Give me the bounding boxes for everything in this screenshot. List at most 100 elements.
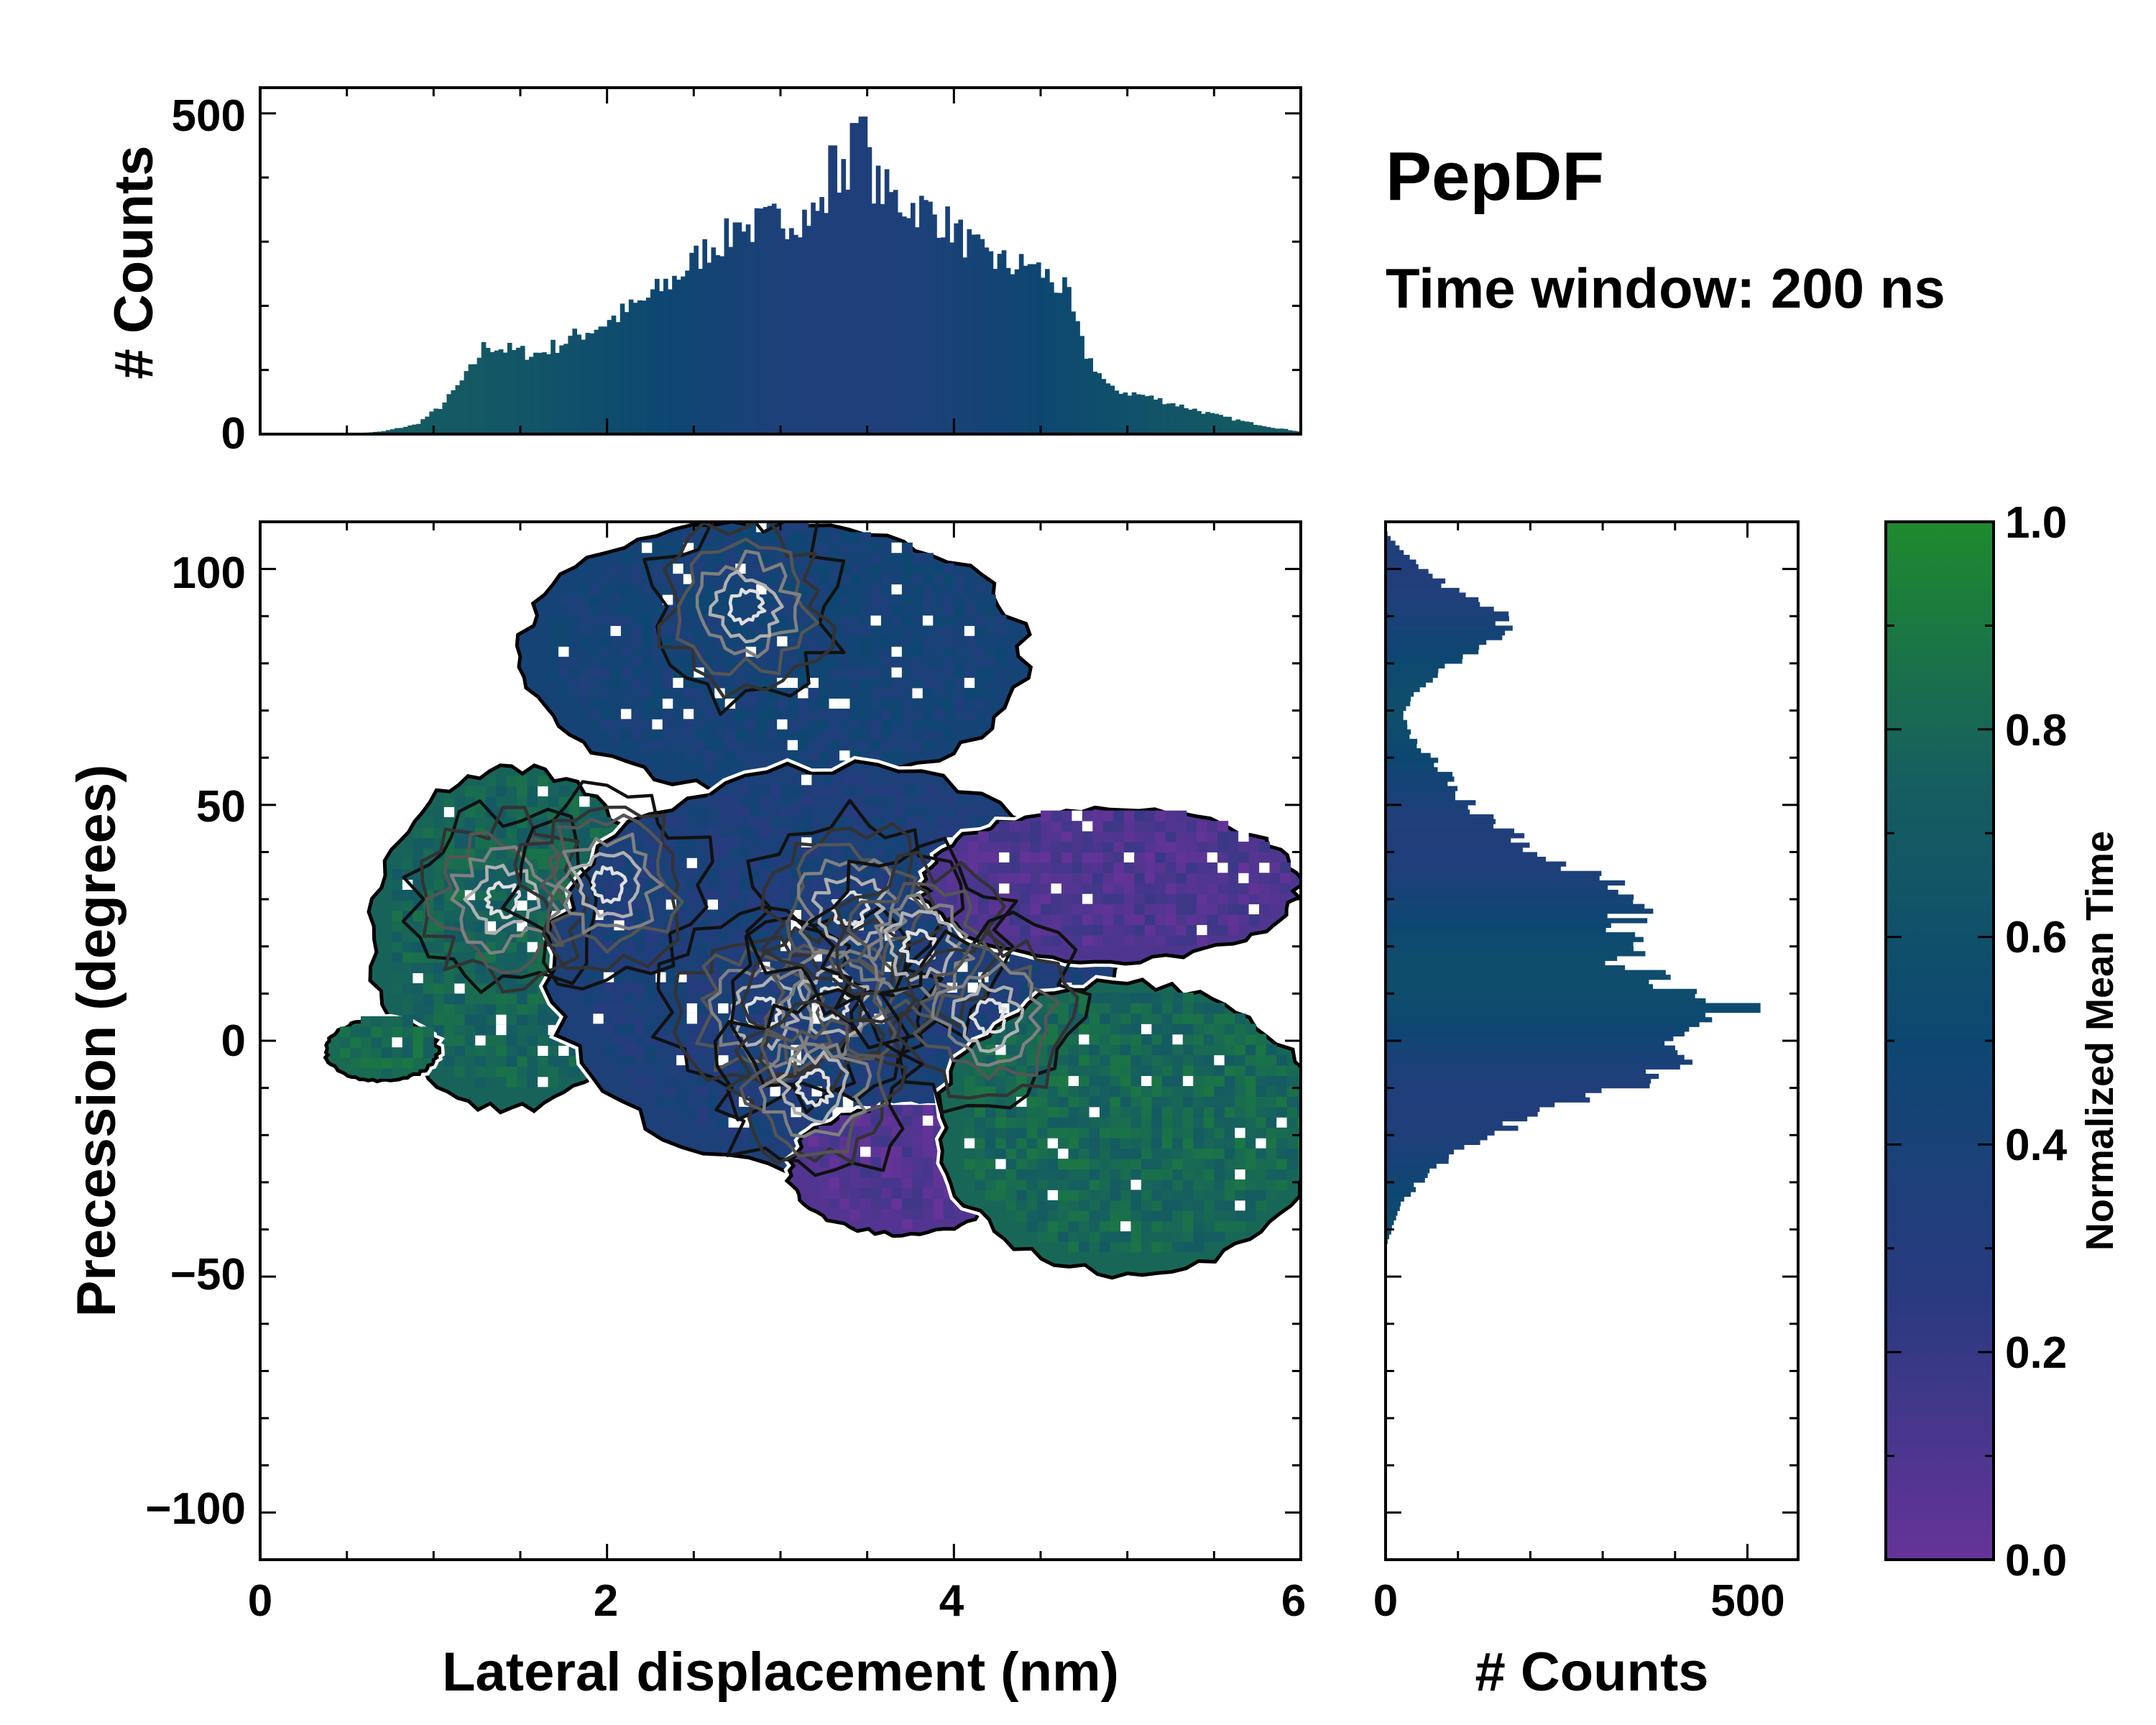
top-histogram-bar — [602, 326, 608, 434]
heatmap-cell — [496, 993, 507, 1005]
heatmap-cell — [829, 542, 840, 553]
heatmap-cell — [1203, 1138, 1215, 1149]
heatmap-cell — [548, 615, 559, 626]
heatmap-cell — [589, 604, 601, 616]
heatmap-empty-cell — [891, 542, 902, 553]
right-histogram-bar — [1386, 550, 1404, 556]
heatmap-cell — [620, 615, 632, 626]
heatmap-cell — [402, 962, 413, 973]
heatmap-cell — [943, 615, 954, 626]
heatmap-cell — [863, 806, 875, 817]
heatmap-cell — [964, 667, 975, 678]
heatmap-cell — [901, 1187, 913, 1199]
heatmap-cell — [860, 698, 871, 709]
top-histogram-bar — [1041, 277, 1046, 434]
heatmap-cell — [1276, 1148, 1288, 1159]
heatmap-cell — [697, 1096, 709, 1108]
heatmap-cell — [527, 1003, 538, 1015]
heatmap-cell — [1089, 1220, 1100, 1232]
heatmap-cell — [1089, 1179, 1100, 1190]
heatmap-cell — [901, 1208, 913, 1220]
heatmap-cell — [558, 594, 570, 606]
heatmap-cell — [860, 677, 871, 689]
heatmap-cell — [443, 993, 455, 1005]
heatmap-cell — [527, 1076, 538, 1087]
heatmap-empty-cell — [496, 1024, 507, 1036]
heatmap-cell — [1297, 1127, 1301, 1138]
heatmap-empty-cell — [1130, 1179, 1141, 1190]
heatmap-cell — [645, 1024, 656, 1035]
heatmap-cell — [620, 719, 632, 730]
heatmap-cell — [423, 1003, 434, 1015]
heatmap-cell — [402, 952, 413, 963]
heatmap-cell — [413, 837, 424, 849]
heatmap-cell — [745, 563, 757, 574]
heatmap-cell — [842, 774, 854, 786]
x-axis-label: Lateral displacement (nm) — [442, 1642, 1119, 1703]
heatmap-cell — [413, 827, 424, 839]
heatmap-cell — [728, 827, 740, 837]
heatmap-cell — [1134, 852, 1146, 863]
heatmap-empty-cell — [558, 1045, 569, 1057]
heatmap-cell — [1248, 914, 1260, 926]
heatmap-cell — [1259, 873, 1271, 884]
heatmap-cell — [1203, 1200, 1215, 1211]
heatmap-cell — [1214, 1034, 1225, 1045]
heatmap-cell — [985, 1127, 996, 1138]
heatmap-cell — [600, 646, 611, 658]
heatmap-cell — [745, 760, 757, 772]
heatmap-cell — [735, 542, 747, 553]
heatmap-cell — [1079, 1065, 1090, 1077]
heatmap-cell — [1235, 1148, 1246, 1159]
right-histogram-bar — [1386, 569, 1429, 574]
heatmap-cell — [1051, 842, 1062, 852]
heatmap-cell — [655, 951, 667, 962]
top-histogram-bar — [1287, 430, 1293, 434]
heatmap-cell — [1020, 821, 1031, 832]
heatmap-cell — [718, 847, 729, 858]
heatmap-cell — [860, 594, 871, 606]
heatmap-cell — [1269, 883, 1281, 894]
heatmap-cell — [936, 806, 948, 817]
heatmap-cell — [839, 677, 851, 689]
heatmap-cell — [464, 1003, 476, 1015]
heatmap-cell — [652, 688, 663, 699]
heatmap-cell — [718, 930, 729, 942]
heatmap-empty-cell — [891, 646, 902, 657]
heatmap-cell — [780, 878, 791, 890]
heatmap-cell — [1068, 1179, 1079, 1190]
heatmap-cell — [860, 574, 871, 585]
heatmap-cell — [1051, 831, 1062, 842]
heatmap-cell — [849, 635, 861, 647]
heatmap-cell — [413, 993, 424, 1005]
heatmap-cell — [423, 869, 434, 880]
heatmap-cell — [739, 785, 750, 796]
heatmap-cell — [880, 1136, 892, 1147]
heatmap-cell — [1176, 914, 1187, 926]
heatmap-cell — [787, 698, 798, 709]
heatmap-empty-cell — [1238, 831, 1249, 842]
heatmap-cell — [360, 1047, 372, 1059]
heatmap-cell — [870, 677, 882, 689]
top-histogram-bar — [689, 252, 694, 434]
heatmap-cell — [673, 656, 684, 668]
heatmap-empty-cell — [770, 1086, 780, 1097]
heatmap-cell — [916, 816, 927, 827]
heatmap-cell — [912, 1105, 923, 1116]
heatmap-cell — [652, 646, 663, 658]
heatmap-cell — [697, 1054, 709, 1066]
heatmap-cell — [1245, 1117, 1256, 1128]
heatmap-cell — [454, 1045, 466, 1057]
heatmap-cell — [874, 785, 885, 796]
heatmap-cell — [600, 584, 611, 595]
heatmap-cell — [745, 750, 757, 761]
heatmap-cell — [901, 1198, 913, 1210]
heatmap-cell — [1041, 831, 1051, 842]
heatmap-cell — [912, 1146, 923, 1157]
heatmap-cell — [1020, 924, 1031, 936]
heatmap-cell — [901, 646, 913, 658]
heatmap-contours — [401, 522, 1092, 1177]
heatmap-cell — [1266, 1159, 1277, 1170]
top-histogram-bar — [507, 343, 512, 434]
heatmap-cell — [1037, 1159, 1049, 1170]
